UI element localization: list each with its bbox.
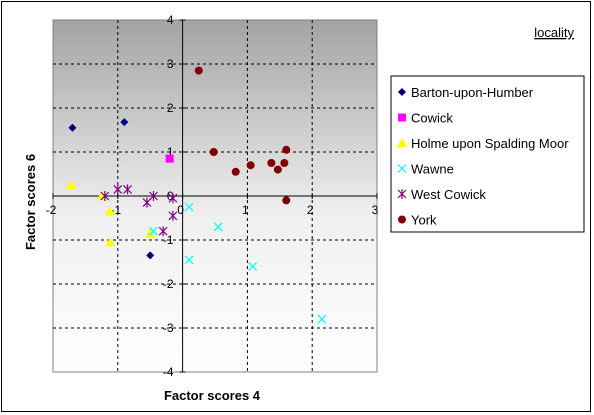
y-tick-label: 2	[167, 101, 174, 115]
series-cowick	[165, 154, 174, 163]
series-york	[194, 66, 291, 205]
data-point	[113, 184, 123, 195]
x-tick-label: -1	[110, 203, 121, 217]
data-point	[280, 159, 289, 167]
data-point	[96, 191, 107, 200]
legend-label: Cowick	[411, 111, 453, 126]
series-west-cowick	[100, 184, 178, 237]
data-point	[184, 255, 194, 265]
x-tick-label: 0	[177, 203, 184, 217]
x-tick-label: 3	[372, 203, 379, 217]
y-tick-label: 1	[167, 145, 174, 159]
data-point	[282, 196, 291, 205]
legend-box	[390, 75, 585, 233]
y-tick-label: -3	[163, 321, 174, 335]
data-points	[66, 66, 327, 324]
legend-marker	[398, 113, 406, 122]
data-point	[158, 226, 168, 237]
data-point	[68, 123, 77, 132]
data-point	[213, 222, 223, 232]
chart-title: locality	[534, 25, 574, 40]
axes	[52, 19, 378, 373]
legend-marker	[398, 88, 406, 96]
data-point	[120, 118, 129, 127]
legend-marker	[397, 164, 407, 173]
legend-label: Holme upon Spalding Moor	[411, 136, 569, 151]
legend-marker	[398, 215, 406, 224]
data-point	[105, 237, 116, 247]
data-point	[282, 145, 291, 154]
x-tick-label: -2	[46, 203, 57, 217]
data-point	[273, 165, 282, 174]
x-tick-label: 2	[307, 203, 314, 217]
data-point	[123, 184, 132, 195]
y-tick-label: -4	[163, 365, 174, 379]
data-point	[145, 228, 156, 238]
data-point	[194, 66, 203, 75]
data-point	[165, 154, 174, 163]
legend-label: York	[411, 213, 437, 228]
series-barton-upon-humber	[68, 118, 155, 260]
legend-label: West Cowick	[411, 187, 486, 202]
data-point	[209, 148, 218, 156]
data-point	[267, 159, 276, 167]
data-point	[246, 161, 255, 170]
data-point	[248, 261, 258, 271]
legend-marker	[397, 138, 407, 147]
y-tick-label: -1	[163, 233, 174, 247]
data-point	[100, 191, 110, 201]
x-axis-title: Factor scores 4	[164, 388, 261, 403]
data-point	[146, 251, 155, 260]
y-tick-label: 4	[167, 13, 174, 27]
series-wawne	[149, 202, 327, 324]
data-point	[184, 202, 194, 212]
x-tick-label: 1	[242, 203, 249, 217]
data-point	[317, 314, 327, 324]
legend-marker	[397, 189, 407, 199]
legend-label: Wawne	[411, 162, 454, 177]
data-point	[66, 180, 77, 189]
legend: Barton-upon-Humber Cowick Holme upon Spald…	[397, 85, 569, 228]
data-point	[105, 206, 116, 216]
data-point	[149, 191, 158, 201]
data-point	[231, 167, 240, 176]
y-axis-title: Factor scores 6	[23, 154, 38, 250]
y-tick-label: -2	[163, 277, 174, 291]
legend-label: Barton-upon-Humber	[411, 85, 534, 100]
data-point	[149, 226, 158, 236]
data-point	[168, 210, 178, 221]
data-point	[168, 193, 178, 204]
y-tick-label: 3	[167, 57, 174, 71]
series-holme-upon-spalding-moor	[66, 180, 156, 247]
